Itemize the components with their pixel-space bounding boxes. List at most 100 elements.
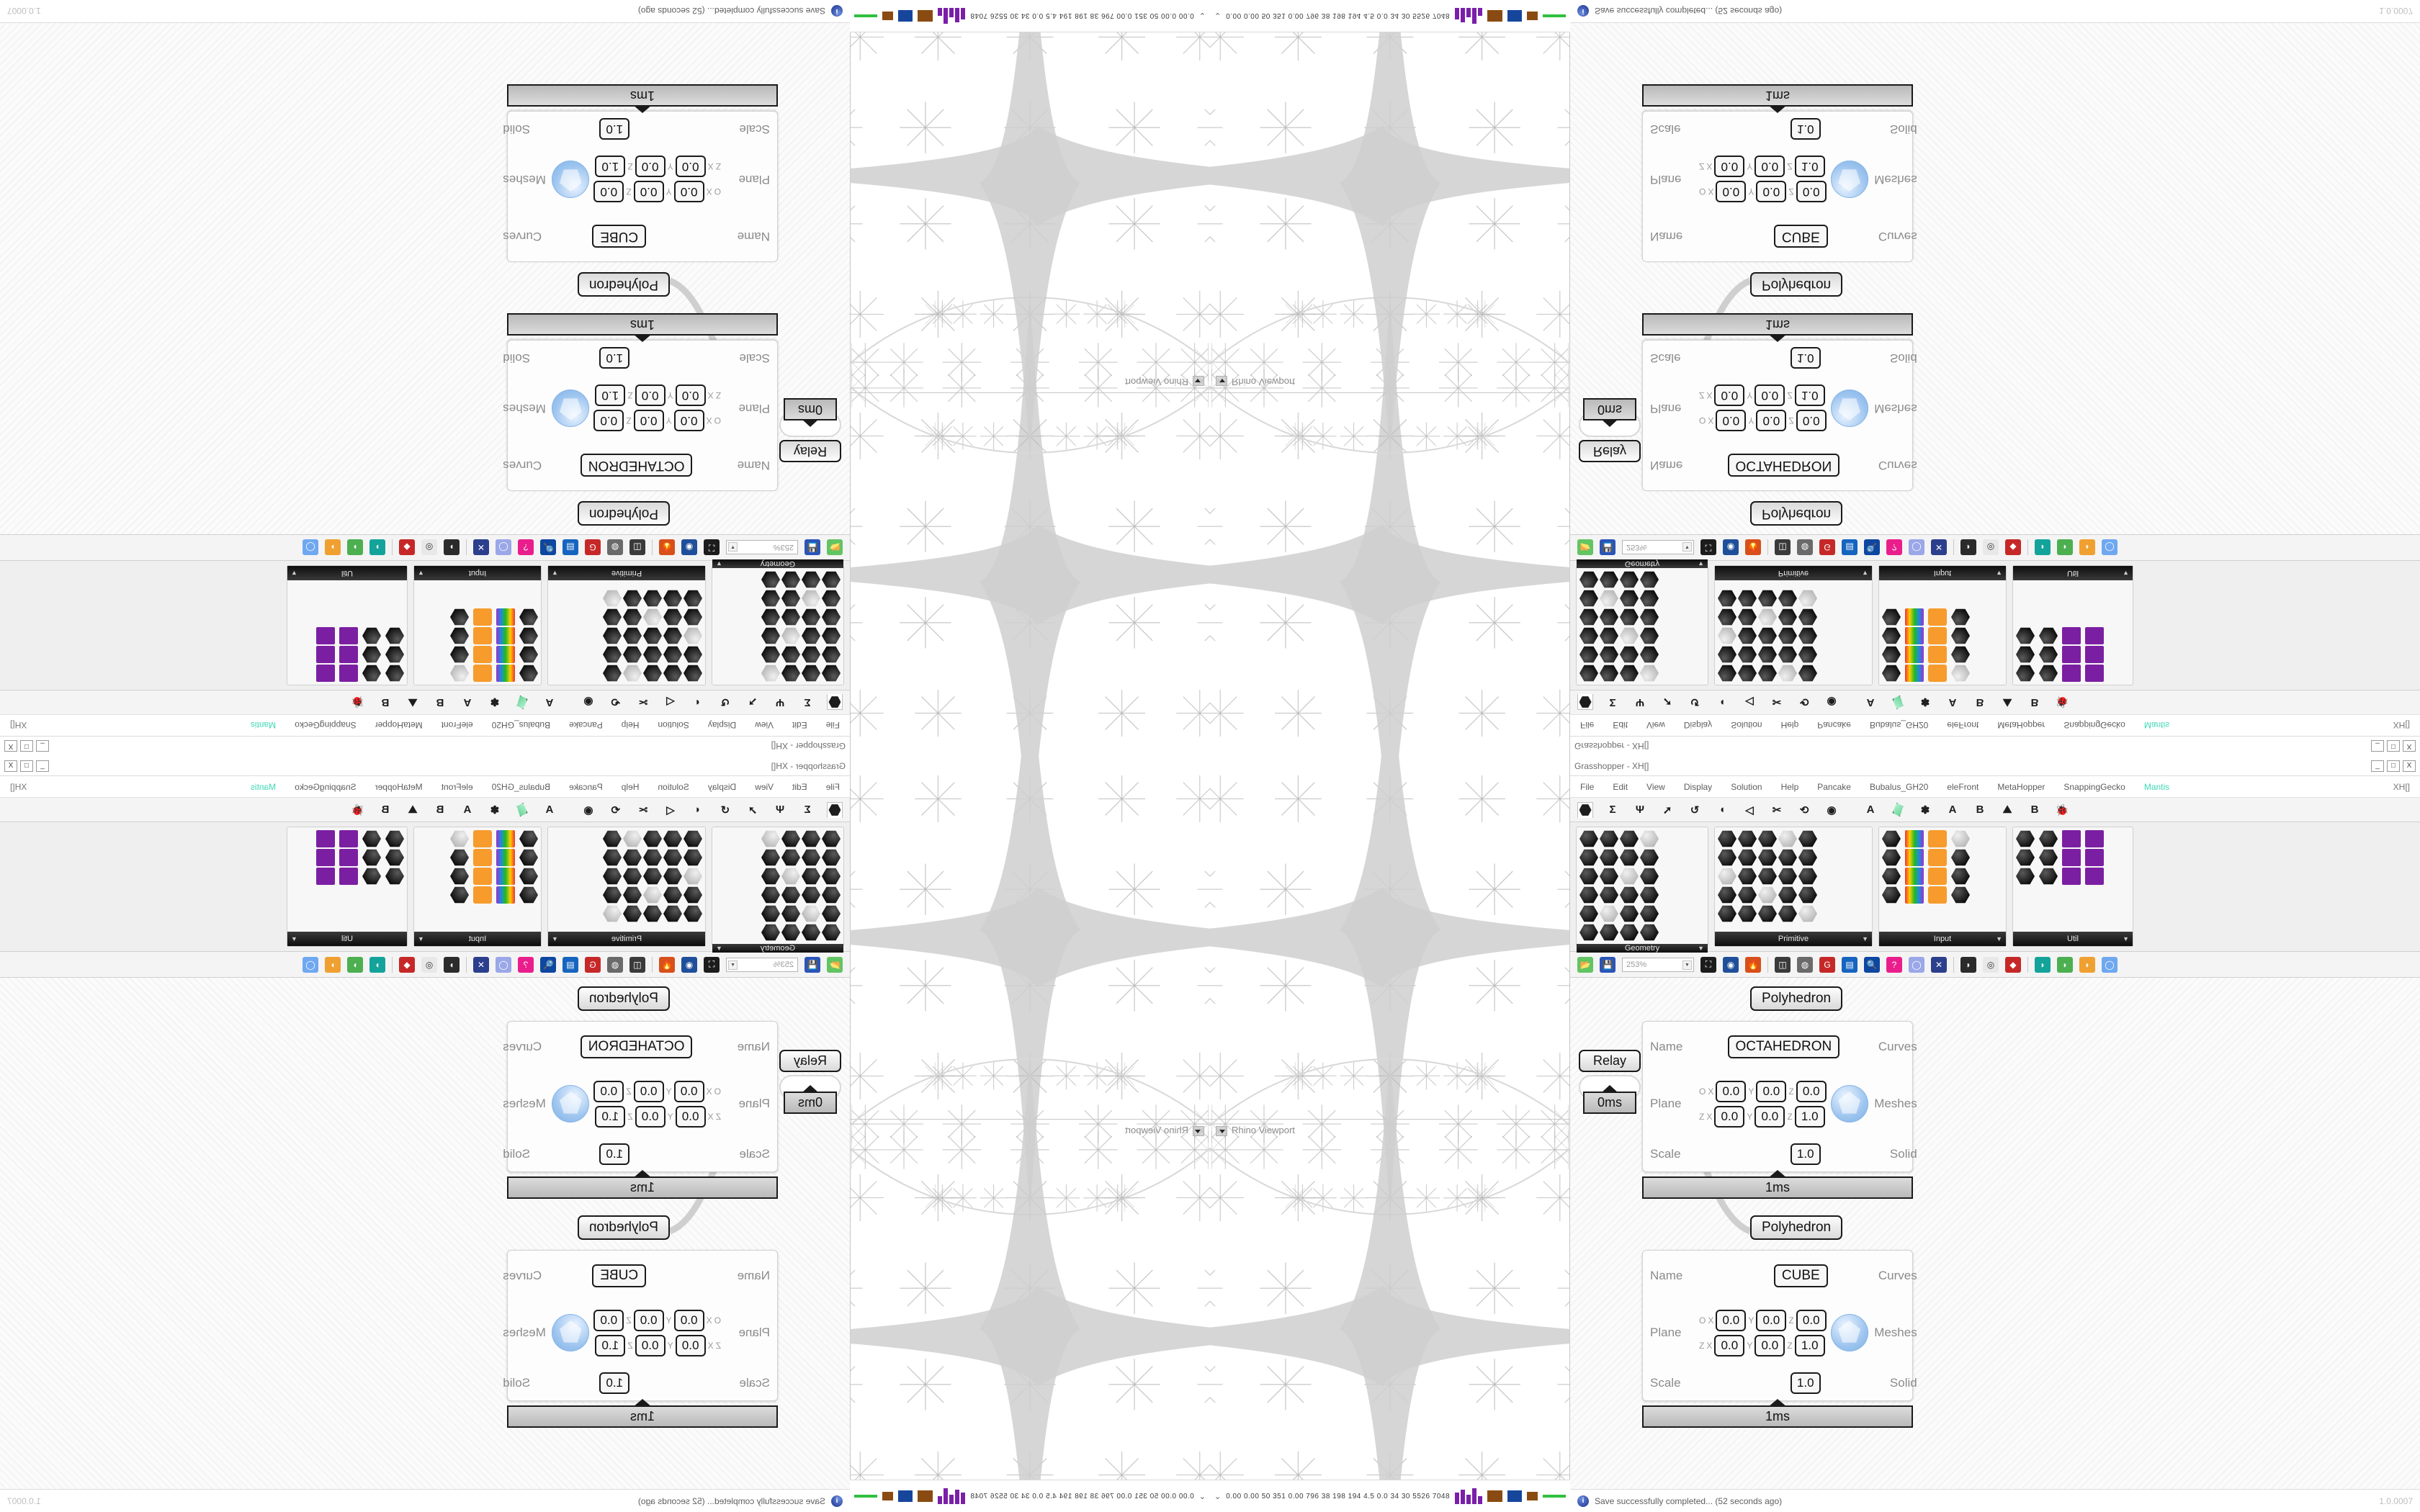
menu-item-file[interactable]: File xyxy=(825,781,840,792)
component-icon[interactable] xyxy=(1718,886,1736,904)
close-button[interactable]: X xyxy=(2403,740,2416,752)
component-icon[interactable] xyxy=(802,590,820,607)
component-icon[interactable] xyxy=(643,608,662,626)
name-input-box[interactable]: CUBE xyxy=(592,225,647,248)
zaxis-x-input[interactable]: 0.0 xyxy=(1714,384,1745,407)
component-icon[interactable] xyxy=(684,646,702,663)
ribbon-tab-maths-icon[interactable]: Ψ xyxy=(1635,804,1645,816)
component-icon[interactable] xyxy=(2085,665,2104,682)
ribbon-tab-maths-icon[interactable]: Ψ xyxy=(775,804,785,816)
component-icon[interactable] xyxy=(623,646,642,663)
ribbon-tab-mesh-icon[interactable]: ◁ xyxy=(666,804,675,816)
origin-z-input[interactable]: 0.0 xyxy=(1796,1080,1827,1102)
component-icon[interactable] xyxy=(450,627,469,644)
bulb-icon[interactable]: ◯ xyxy=(496,539,511,556)
zoom-dropdown-caret-icon[interactable]: ▼ xyxy=(1682,960,1692,970)
component-icon[interactable] xyxy=(362,868,381,885)
component-icon[interactable] xyxy=(603,665,622,682)
view-mode-3-icon[interactable]: ◗ xyxy=(2079,539,2095,556)
menu-item-help[interactable]: Help xyxy=(621,781,640,792)
component-icon[interactable] xyxy=(684,590,702,607)
zaxis-x-input[interactable]: 0.0 xyxy=(675,384,706,407)
preview-eye-icon[interactable]: ◉ xyxy=(681,539,697,556)
component-icon[interactable] xyxy=(385,627,404,644)
component-icon[interactable] xyxy=(450,830,469,847)
component-body[interactable]: Name CUBE Curves Plane O X xyxy=(1642,111,1917,262)
relay-caption[interactable]: Relay xyxy=(779,1050,841,1072)
component-icon[interactable] xyxy=(1905,608,1924,626)
component-icon[interactable] xyxy=(1640,830,1659,847)
ribbon-tab-terrain-icon[interactable]: ⛰ xyxy=(2002,804,2012,816)
scale-input[interactable]: 1.0 xyxy=(1790,118,1821,140)
minimize-button[interactable]: _ xyxy=(36,760,49,772)
open-file-icon[interactable]: 📂 xyxy=(827,956,843,973)
minimize-button[interactable]: _ xyxy=(36,740,49,752)
close-button[interactable]: X xyxy=(4,740,17,752)
component-icon[interactable] xyxy=(519,886,538,904)
menu-item-bubalus[interactable]: Bubalus_GH20 xyxy=(1869,781,1929,792)
view-mode-2-icon[interactable]: ◗ xyxy=(2057,956,2073,973)
ribbon-tab-mesh-icon[interactable]: ◁ xyxy=(1745,696,1754,708)
component-icon[interactable] xyxy=(1579,868,1598,885)
component-icon[interactable] xyxy=(385,646,404,663)
component-icon[interactable] xyxy=(2016,868,2035,885)
component-icon[interactable] xyxy=(2062,868,2081,885)
rhino-icon[interactable]: ◆ xyxy=(2005,956,2021,973)
component-icon[interactable] xyxy=(781,868,800,885)
menu-item-edit[interactable]: Edit xyxy=(792,720,807,731)
origin-x-input[interactable]: 0.0 xyxy=(1716,1309,1747,1331)
component-icon[interactable] xyxy=(496,627,515,644)
grasshopper-canvas[interactable]: Relay 0ms Polyhedron Name OCTAHEDRON xyxy=(0,23,850,534)
rhino-viewport-bottom[interactable]: Rhino Viewport xyxy=(742,1058,1210,1512)
minimize-button[interactable]: _ xyxy=(2371,760,2384,772)
component-icon[interactable] xyxy=(1882,627,1901,644)
component-icon[interactable] xyxy=(473,868,492,885)
component-icon[interactable] xyxy=(1778,608,1797,626)
component-icon[interactable] xyxy=(781,905,800,922)
ribbon-tab-elefront-icon[interactable] xyxy=(1890,802,1906,818)
component-icon[interactable] xyxy=(781,924,800,941)
quadrant-top-left[interactable]: Rhino Viewport ⌄ 0.00 0.00 50 351 0.00 7… xyxy=(0,0,1210,756)
name-input-box[interactable]: OCTAHEDRON xyxy=(580,1035,693,1058)
component-icon[interactable] xyxy=(1640,590,1659,607)
component-icon[interactable] xyxy=(496,886,515,904)
component-icon[interactable] xyxy=(339,646,358,663)
zaxis-x-input[interactable]: 0.0 xyxy=(675,156,706,178)
component-icon[interactable] xyxy=(1758,830,1777,847)
component-icon[interactable] xyxy=(2085,830,2104,847)
view-mode-3-icon[interactable]: ◗ xyxy=(2079,956,2095,973)
component-icon[interactable] xyxy=(1905,886,1924,904)
component-icon[interactable] xyxy=(519,646,538,663)
component-icon[interactable] xyxy=(643,830,662,847)
rhino-icon[interactable]: ◆ xyxy=(399,956,415,973)
component-icon[interactable] xyxy=(781,627,800,644)
component-icon[interactable] xyxy=(1758,627,1777,644)
capsule-icon[interactable]: ◫ xyxy=(629,956,645,973)
component-icon[interactable] xyxy=(2085,646,2104,663)
origin-z-input[interactable]: 0.0 xyxy=(593,1080,624,1102)
origin-y-input[interactable]: 0.0 xyxy=(633,1309,664,1331)
menu-item-metahopper[interactable]: MetaHopper xyxy=(1997,781,2045,792)
component-icon[interactable] xyxy=(316,868,335,885)
capsule-icon[interactable]: ◫ xyxy=(1775,956,1791,973)
component-icon[interactable] xyxy=(316,646,335,663)
relay-caption[interactable]: Relay xyxy=(779,440,841,462)
component-icon[interactable] xyxy=(802,571,820,588)
open-file-icon[interactable]: 📂 xyxy=(1577,956,1593,973)
component-icon[interactable] xyxy=(781,849,800,866)
component-icon[interactable] xyxy=(684,665,702,682)
component-icon[interactable] xyxy=(1718,849,1736,866)
menu-item-pancake[interactable]: Pancake xyxy=(1817,781,1851,792)
menu-item-display[interactable]: Display xyxy=(1683,781,1713,792)
scale-input[interactable]: 1.0 xyxy=(1790,1143,1821,1165)
component-icon[interactable] xyxy=(1905,627,1924,644)
menu-item-snappinggecko[interactable]: SnappingGecko xyxy=(295,720,357,731)
menu-item-display[interactable]: Display xyxy=(707,720,737,731)
menu-item-snappinggecko[interactable]: SnappingGecko xyxy=(2063,720,2125,731)
menu-item-solution[interactable]: Solution xyxy=(1731,781,1762,792)
component-icon[interactable] xyxy=(1951,627,1970,644)
relay-node[interactable]: Relay 0ms xyxy=(1579,398,1641,462)
component-icon[interactable] xyxy=(1738,830,1757,847)
rhino-viewport-bottom[interactable]: Rhino Viewport xyxy=(1210,1058,1678,1512)
component-icon[interactable] xyxy=(2039,849,2058,866)
